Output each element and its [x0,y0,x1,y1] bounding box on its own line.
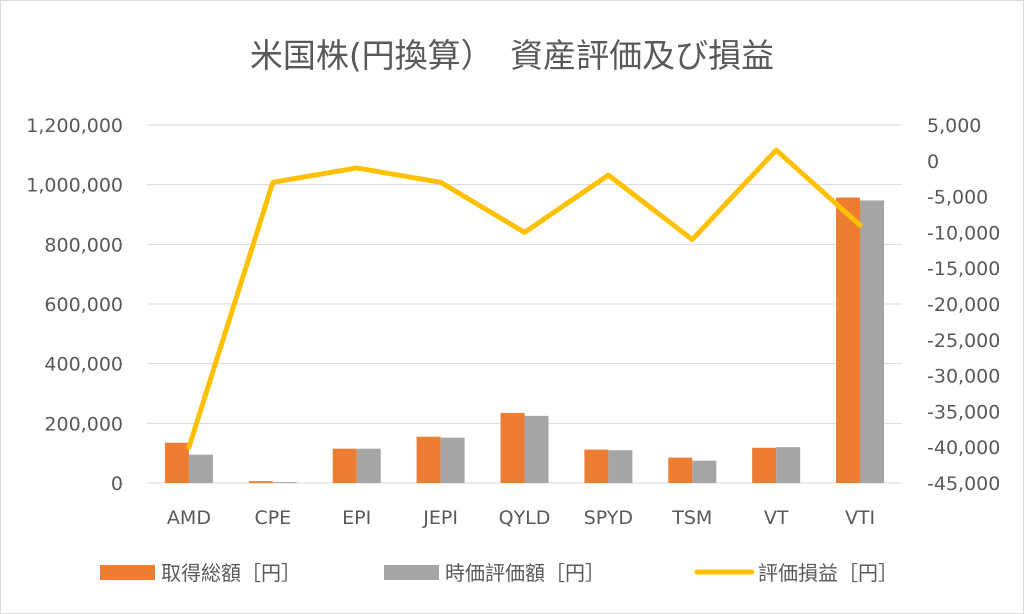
right-tick-label: -20,000 [927,294,1000,316]
bar-acquisition [248,481,273,483]
legend-label: 取得総額［円］ [161,561,301,585]
bar-acquisition [332,448,357,483]
right-tick-label: 5,000 [927,115,981,137]
right-tick-label: -25,000 [927,330,1000,352]
right-axis: -45,000 -40,000 -35,000 -30,000 -25,000 -20,0… [927,115,1000,495]
category-axis: AMD CPE EPI JEPI QYLD SPYD TSM VT VTI [167,507,875,529]
left-tick-label: 1,000,000 [26,175,123,197]
bar-acquisition [584,449,609,483]
category-label: QYLD [499,507,551,529]
bar-market-value [860,200,885,483]
left-tick-label: 800,000 [44,234,123,256]
legend-label: 評価損益［円］ [758,561,898,585]
line-profit-loss [186,147,863,450]
category-label: VT [764,507,789,529]
bar-market-value [188,454,213,483]
left-tick-label: 0 [111,473,123,495]
right-tick-label: -35,000 [927,401,1000,423]
category-label: JEPI [422,507,458,529]
bar-market-value [356,448,381,483]
right-tick-label: -45,000 [927,473,1000,495]
chart-title: 米国株(円換算） 資産評価及び損益 [250,36,774,75]
right-tick-label: -10,000 [927,222,1000,244]
legend-swatch [384,565,439,580]
category-label: AMD [167,507,211,529]
right-tick-label: -15,000 [927,258,1000,280]
category-label: EPI [342,507,371,529]
bar-acquisition [752,447,777,483]
bar-acquisition [668,457,693,483]
bar-market-value [524,415,549,483]
left-tick-label: 400,000 [44,354,123,376]
bar-market-value [440,437,465,483]
bar-series [164,197,885,483]
left-tick-label: 1,200,000 [26,115,123,137]
category-label: VTI [845,507,875,529]
legend-swatch [100,565,155,580]
bar-market-value [776,447,801,483]
right-tick-label: -40,000 [927,437,1000,459]
right-tick-label: 0 [927,151,939,173]
bar-acquisition [416,436,441,483]
bar-acquisition [164,442,189,483]
bar-market-value [608,450,633,483]
bar-acquisition [836,197,861,483]
bar-market-value [272,482,297,483]
legend-label: 時価評価額［円］ [445,561,605,585]
right-tick-label: -5,000 [927,187,988,209]
bar-market-value [692,460,717,483]
category-label: SPYD [584,507,633,529]
left-tick-label: 600,000 [44,294,123,316]
right-tick-label: -30,000 [927,366,1000,388]
legend: 取得総額［円］ 時価評価額［円］ 評価損益［円］ [100,561,898,585]
left-tick-label: 200,000 [44,413,123,435]
category-label: TSM [671,507,712,529]
left-axis: 0 200,000 400,000 600,000 800,000 1,000,000 1,… [26,115,123,495]
bar-acquisition [500,412,525,483]
category-label: CPE [254,507,291,529]
line-series [186,147,863,450]
